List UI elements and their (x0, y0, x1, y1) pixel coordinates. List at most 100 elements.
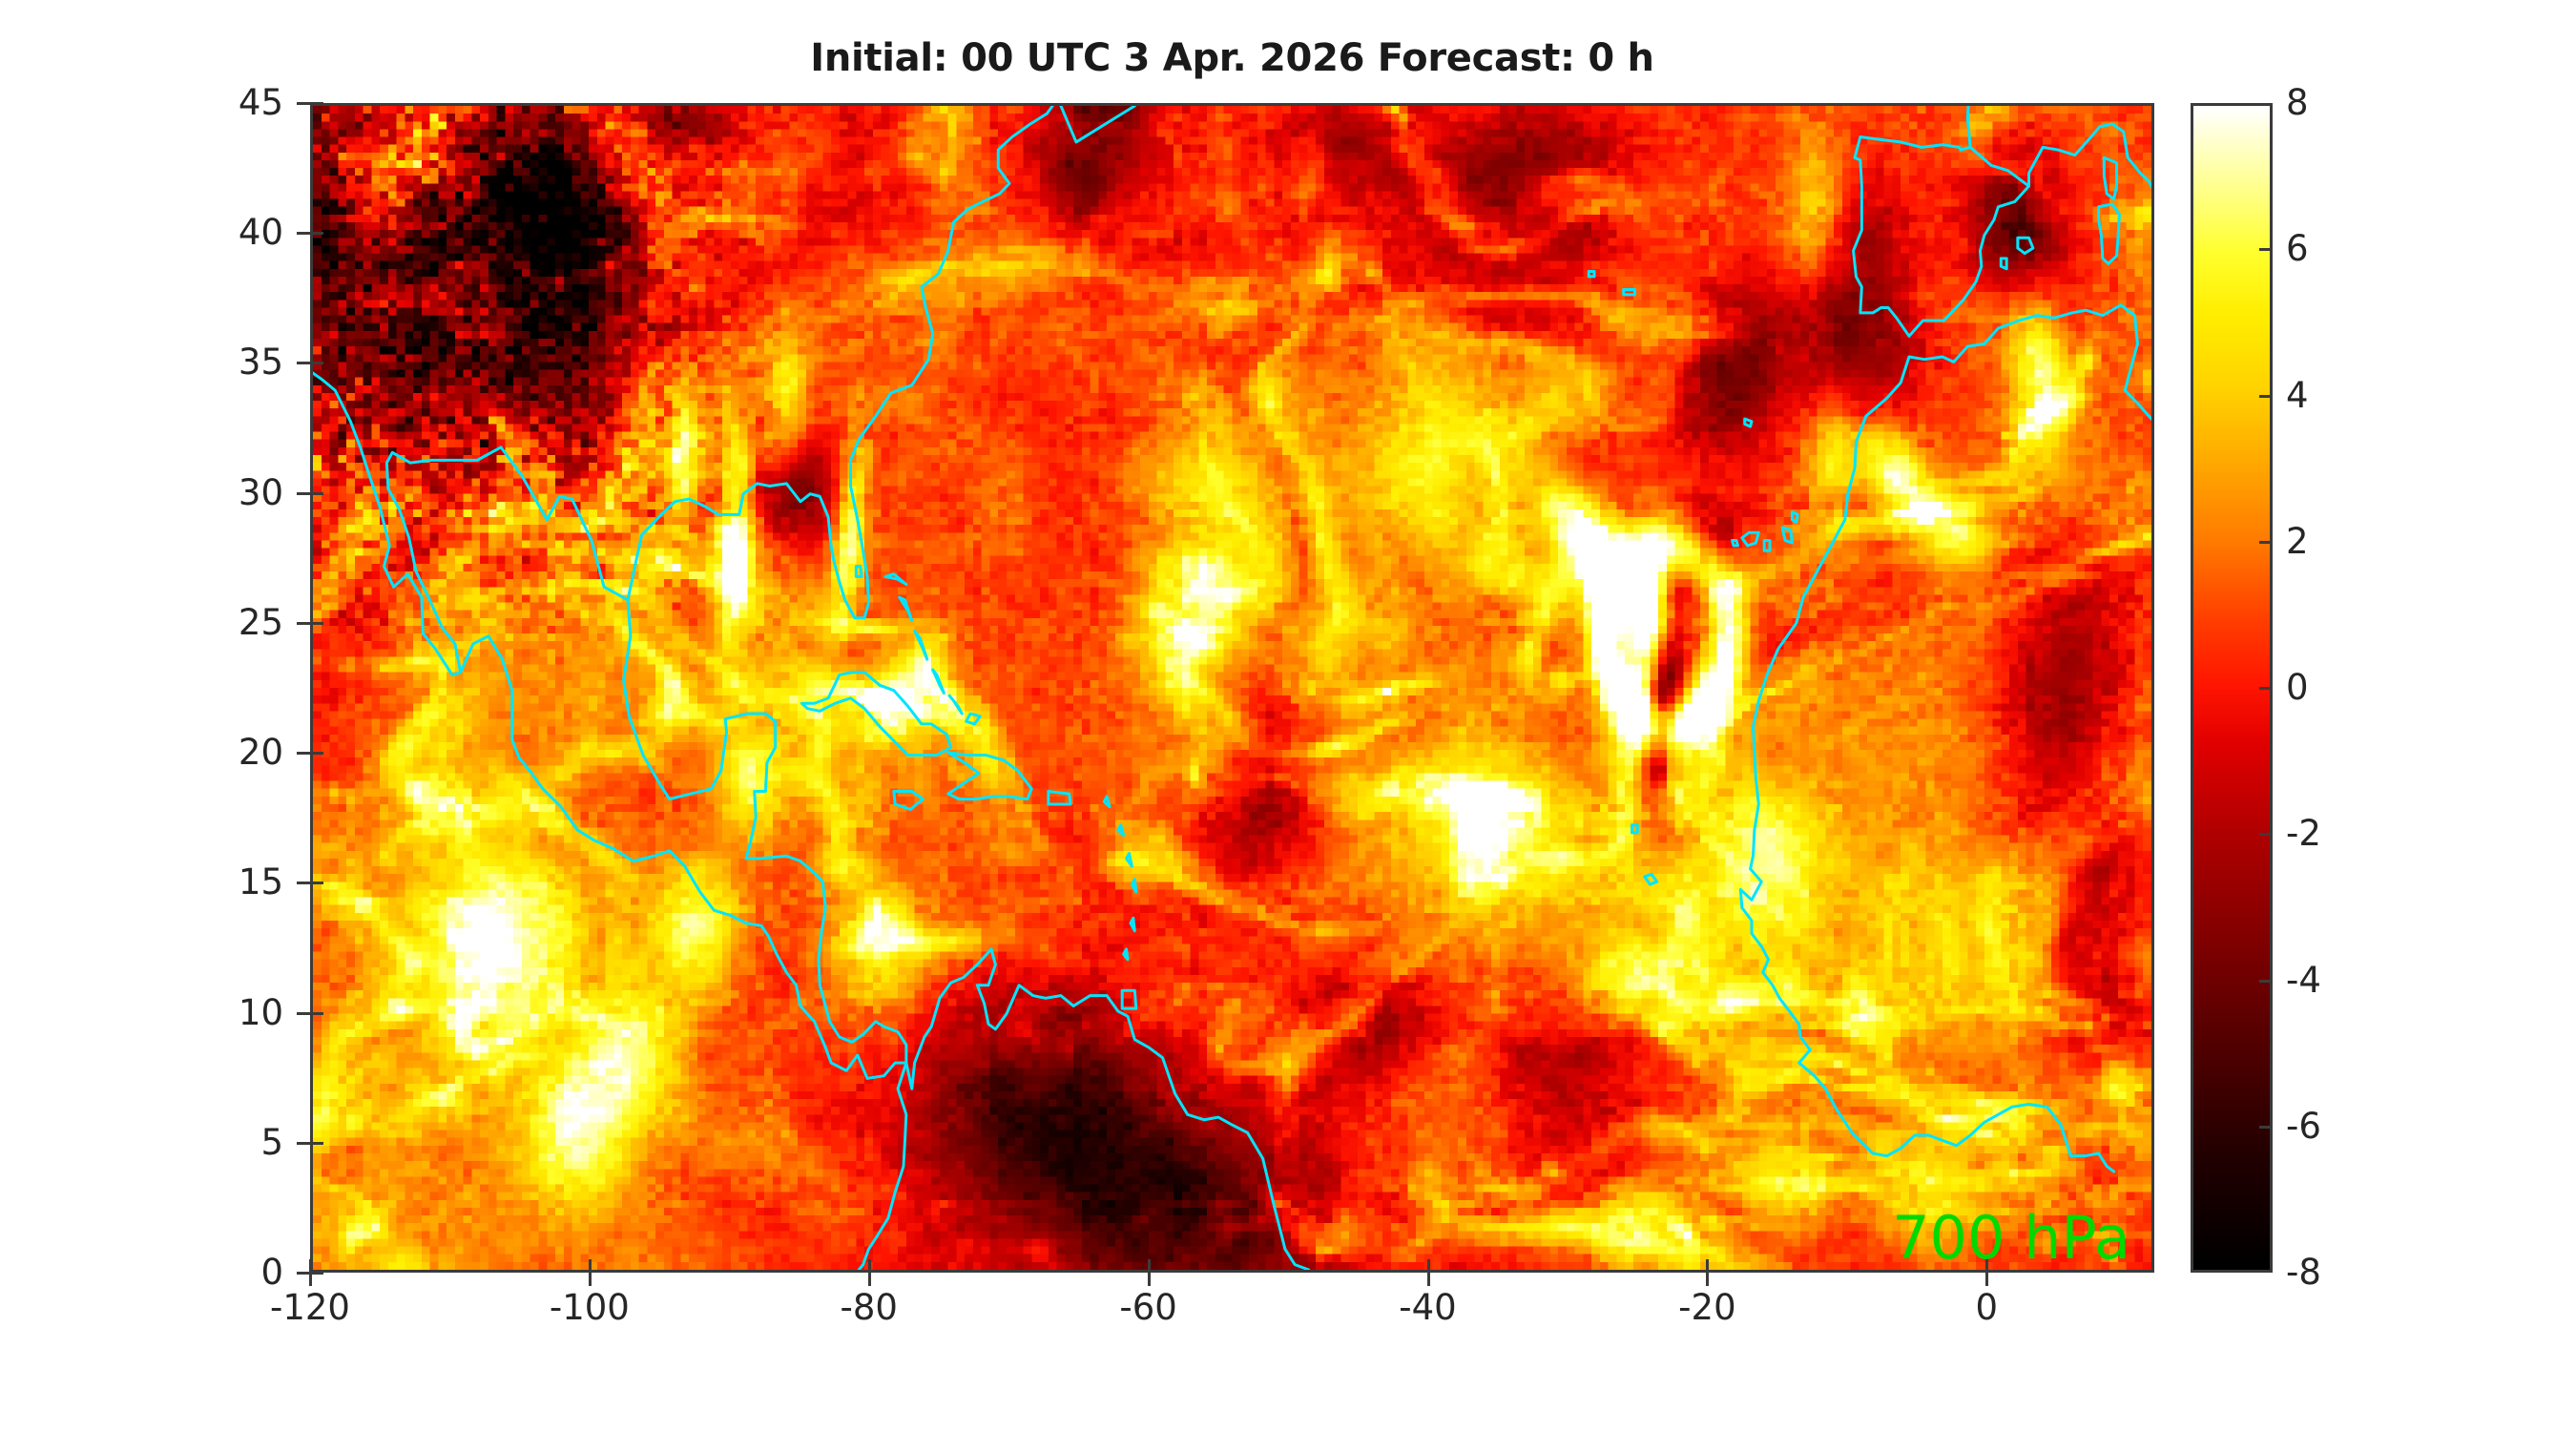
coastline-cape-verde-1 (1631, 825, 1637, 833)
coastline-mexico-pacific-south (512, 739, 906, 1078)
y-axis-tick-inner (310, 362, 323, 365)
y-axis-tick-label: 35 (238, 342, 283, 384)
coastline-lesser-antilles-1 (1104, 797, 1110, 807)
colorbar-tick-label: 6 (2286, 228, 2309, 270)
x-axis-tick-inner (867, 1259, 871, 1273)
field-heatmap-canvas (313, 106, 2151, 1270)
coastline-puerto-rico (1049, 791, 1070, 804)
x-axis-tick (1147, 1273, 1151, 1286)
coastline-azores-1 (1589, 272, 1594, 277)
coastline-lesser-antilles-4 (1132, 880, 1135, 893)
coastline-balearics-ibiza (2001, 259, 2006, 269)
colorbar-tick-label: -8 (2286, 1252, 2321, 1293)
x-axis-tick-inner (588, 1259, 592, 1273)
y-axis-tick (297, 1272, 310, 1275)
x-axis-tick-inner (1147, 1259, 1151, 1273)
y-axis-tick-inner (310, 752, 323, 756)
y-axis-tick-inner (310, 621, 323, 625)
y-axis-tick (297, 621, 310, 625)
y-axis-tick-inner (310, 1141, 323, 1145)
y-axis-tick-label: 40 (238, 212, 283, 254)
x-axis-tick (309, 1273, 312, 1286)
y-axis-tick-inner (310, 491, 323, 495)
coastline-balearics-mallorca (2018, 238, 2033, 253)
colorbar-tick-label: 2 (2286, 520, 2309, 562)
x-axis-tick-label: -120 (270, 1287, 350, 1328)
coastline-canary-4 (1782, 528, 1792, 543)
map-axes[interactable]: 700 hPa (310, 103, 2154, 1273)
x-axis-tick-label: -60 (1119, 1287, 1177, 1328)
page-title: Initial: 00 UTC 3 Apr. 2026 Forecast: 0 … (810, 36, 1654, 80)
x-axis-tick (867, 1273, 871, 1286)
coastline-canary-3 (1764, 540, 1770, 550)
coastline-hispaniola (948, 753, 1032, 799)
coastline-south-america-pacific (859, 1063, 906, 1270)
y-axis-tick (297, 752, 310, 756)
y-axis-tick (297, 491, 310, 495)
y-axis-tick-inner (310, 881, 323, 885)
colorbar-tick (2259, 833, 2273, 837)
y-axis-tick-label: 20 (238, 732, 283, 774)
y-axis-tick-inner (310, 1011, 323, 1015)
y-axis-tick-inner (310, 1272, 323, 1275)
y-axis-tick (297, 881, 310, 885)
coastline-lesser-antilles-2 (1118, 825, 1124, 836)
colorbar-tick-label: -2 (2286, 813, 2321, 855)
x-axis-tick (1426, 1273, 1430, 1286)
coastline-canary-5 (1792, 512, 1797, 523)
colorbar-tick (2259, 1125, 2273, 1129)
coastline-azores-2 (1624, 289, 1635, 294)
coastline-bahamas-1 (885, 574, 906, 585)
coastline-france-west (1918, 106, 2006, 147)
y-axis-tick (297, 1141, 310, 1145)
coastline-lesser-antilles-5 (1131, 918, 1134, 931)
x-axis-tick-label: -100 (549, 1287, 630, 1328)
coastline-cuba (801, 673, 950, 756)
y-axis-tick-label: 25 (238, 601, 283, 643)
y-axis-tick (297, 232, 310, 236)
x-axis-tick (1706, 1273, 1710, 1286)
x-axis-tick-inner (1985, 1259, 1989, 1273)
y-axis-tick (297, 102, 310, 105)
coastline-france-med (2029, 124, 2152, 215)
coastline-nova-scotia (1061, 106, 1134, 142)
y-axis-tick-label: 45 (238, 82, 283, 123)
coastline-madeira (1745, 419, 1752, 426)
coastline-us-gulf-east-coast (628, 106, 1052, 618)
coastline-trinidad (1122, 990, 1136, 1008)
colorbar-tick (2259, 540, 2273, 544)
coastline-west-africa-coast (1740, 494, 2113, 1172)
y-axis-tick-label: 30 (238, 471, 283, 513)
y-axis-tick-label: 0 (260, 1252, 283, 1293)
coastline-iberia (1854, 137, 2029, 337)
field-raster-wrapper (313, 106, 2151, 1270)
coastline-bahamas-6 (966, 714, 981, 724)
colorbar-gradient (2193, 106, 2270, 1270)
y-axis-tick-label: 15 (238, 861, 283, 903)
coastline-canary-1 (1733, 540, 1738, 545)
coastline-south-america-north (906, 949, 1309, 1270)
coastline-bahamas-4 (933, 670, 945, 693)
x-axis-tick-label: 0 (1975, 1287, 1999, 1328)
coastline-bahamas-5 (949, 695, 962, 714)
x-axis-tick-inner (1426, 1259, 1430, 1273)
coastline-bahamas-2 (900, 597, 912, 620)
coastline-north-america-pacific (313, 106, 628, 674)
x-axis-tick-label: -40 (1399, 1287, 1457, 1328)
colorbar-tick (2259, 979, 2273, 983)
coastline-lesser-antilles-6 (1124, 949, 1128, 960)
coastline-lesser-antilles-3 (1127, 854, 1132, 867)
colorbar-tick-label: 8 (2286, 82, 2309, 123)
y-axis-tick-inner (310, 102, 323, 105)
coastline-jamaica (894, 791, 924, 809)
coastline-canary-2 (1742, 532, 1758, 546)
coastline-sardinia (2099, 204, 2120, 263)
colorbar-tick (2259, 394, 2273, 398)
x-axis-tick-inner (309, 1259, 312, 1273)
colorbar-tick (2259, 687, 2273, 690)
colorbar-tick-label: -4 (2286, 959, 2321, 1001)
coastline-bahamas-3 (915, 631, 927, 659)
y-axis-tick-label: 10 (238, 991, 283, 1033)
y-axis-tick (297, 362, 310, 365)
